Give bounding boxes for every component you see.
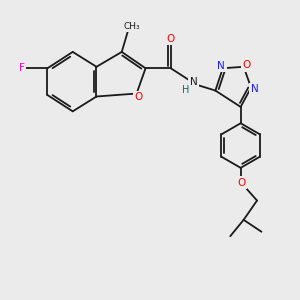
Text: O: O	[242, 60, 250, 70]
Text: N: N	[251, 84, 259, 94]
Text: O: O	[237, 178, 245, 188]
Text: N: N	[190, 77, 198, 87]
Text: O: O	[166, 34, 174, 44]
Text: O: O	[134, 92, 142, 102]
Text: CH₃: CH₃	[123, 22, 140, 31]
Text: H: H	[182, 85, 189, 95]
Text: N: N	[218, 61, 225, 71]
Text: F: F	[19, 63, 25, 73]
